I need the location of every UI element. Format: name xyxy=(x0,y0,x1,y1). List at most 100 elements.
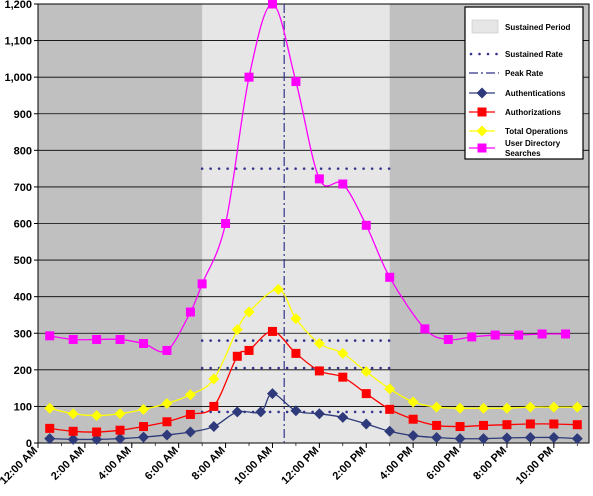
data-point xyxy=(161,397,173,409)
data-point xyxy=(162,345,172,355)
series-authorizations xyxy=(45,326,582,437)
series-total-operations xyxy=(44,283,583,422)
data-point xyxy=(420,324,430,334)
data-point xyxy=(67,433,79,445)
legend-label: Sustained Rate xyxy=(505,50,563,59)
data-point xyxy=(232,351,242,361)
data-point xyxy=(185,307,195,317)
legend-label: User Directory xyxy=(505,139,561,148)
data-point xyxy=(44,402,56,414)
data-point xyxy=(360,366,372,378)
data-point xyxy=(454,433,466,445)
data-point xyxy=(115,334,125,344)
data-point xyxy=(385,272,395,282)
x-axis: 12:00 AM 2:00 AM 4:00 AM 6:00 AM 8:00 AM 10:0… xyxy=(0,443,578,487)
data-point xyxy=(162,417,172,427)
data-point xyxy=(455,422,465,432)
legend-marker xyxy=(477,107,487,117)
x-tick-label: 12:00 AM xyxy=(0,445,40,487)
data-point xyxy=(255,406,267,418)
x-tick-label: 12:00 PM xyxy=(279,445,321,487)
data-point xyxy=(184,426,196,438)
data-point xyxy=(208,421,220,433)
data-point xyxy=(337,347,349,359)
data-point xyxy=(266,388,278,400)
data-point xyxy=(244,345,254,355)
legend-label: Total Operations xyxy=(505,127,569,136)
y-tick-label: 300 xyxy=(14,328,32,340)
data-point xyxy=(571,401,583,413)
data-point xyxy=(67,408,79,420)
data-point xyxy=(408,414,418,424)
data-point xyxy=(161,429,173,441)
data-point xyxy=(291,77,301,87)
y-tick-label: 700 xyxy=(14,182,32,194)
data-point xyxy=(68,426,78,436)
data-point xyxy=(184,389,196,401)
series-user-directory-searches xyxy=(45,0,571,355)
y-tick-label: 0 xyxy=(26,438,32,450)
data-point xyxy=(384,383,396,395)
legend-label: Sustained Period xyxy=(505,23,570,32)
legend-swatch xyxy=(471,19,499,34)
data-point xyxy=(209,401,219,411)
data-point xyxy=(361,220,371,230)
x-tick-label: 10:00 PM xyxy=(514,445,556,487)
y-tick-label: 800 xyxy=(14,145,32,157)
data-point xyxy=(572,420,582,430)
legend-marker xyxy=(477,143,487,153)
data-point xyxy=(91,433,103,445)
data-point xyxy=(313,337,325,349)
data-point xyxy=(290,313,302,325)
data-point xyxy=(524,401,536,413)
data-point xyxy=(221,219,231,228)
data-point xyxy=(431,401,443,413)
data-point xyxy=(548,401,560,413)
data-point xyxy=(501,402,513,414)
y-axis: 0 100 200 300 400 500 600 700 800 900 1,000 1,100 1,… xyxy=(4,0,38,450)
y-tick-label: 1,200 xyxy=(4,0,32,11)
y-tick-label: 200 xyxy=(14,365,32,377)
data-point xyxy=(525,419,535,429)
y-tick-label: 500 xyxy=(14,255,32,267)
data-point xyxy=(267,326,277,336)
data-point xyxy=(524,432,536,444)
legend-item: Authentications xyxy=(469,87,566,99)
data-point xyxy=(549,419,559,429)
x-tick-label: 4:00 PM xyxy=(377,445,415,483)
data-point xyxy=(197,279,207,289)
x-tick-label: 10:00 AM xyxy=(232,445,274,487)
y-tick-label: 1,100 xyxy=(4,36,32,48)
data-point xyxy=(360,418,372,430)
data-point xyxy=(92,334,102,344)
legend-item: Total Operations xyxy=(469,125,569,137)
data-point xyxy=(138,403,150,415)
data-point xyxy=(361,389,371,399)
data-point xyxy=(477,402,489,414)
data-point xyxy=(115,425,125,435)
data-point xyxy=(454,402,466,414)
legend-marker xyxy=(476,125,488,137)
data-point xyxy=(501,432,513,444)
data-point xyxy=(467,332,477,342)
legend-item: Peak Rate xyxy=(469,69,544,78)
data-point xyxy=(514,330,524,340)
data-point xyxy=(431,432,443,444)
data-point xyxy=(68,334,78,344)
data-point xyxy=(138,431,150,443)
data-point xyxy=(314,174,324,184)
data-point xyxy=(384,425,396,437)
data-point xyxy=(208,373,220,385)
legend-marker xyxy=(476,87,488,99)
data-point xyxy=(443,334,453,344)
data-point xyxy=(502,420,512,430)
x-tick-label: 4:00 AM xyxy=(96,445,134,483)
data-point xyxy=(231,406,243,418)
data-point xyxy=(139,338,149,348)
x-tick-label: 6:00 AM xyxy=(143,445,181,483)
data-point xyxy=(313,408,325,420)
data-point xyxy=(244,72,254,82)
legend-label: Authentications xyxy=(505,89,566,98)
data-point xyxy=(91,410,103,422)
